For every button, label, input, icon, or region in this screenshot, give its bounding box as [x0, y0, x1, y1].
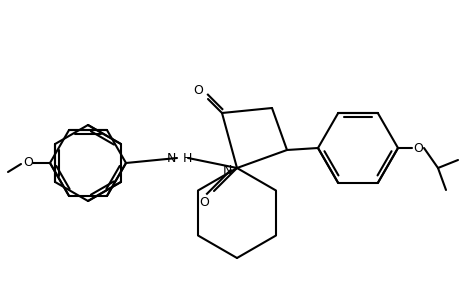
Text: O: O	[412, 142, 422, 154]
Text: N: N	[166, 152, 176, 164]
Text: O: O	[199, 196, 208, 209]
Text: O: O	[23, 157, 33, 169]
Text: N: N	[222, 164, 231, 176]
Text: O: O	[193, 83, 202, 97]
Text: H: H	[183, 152, 192, 164]
